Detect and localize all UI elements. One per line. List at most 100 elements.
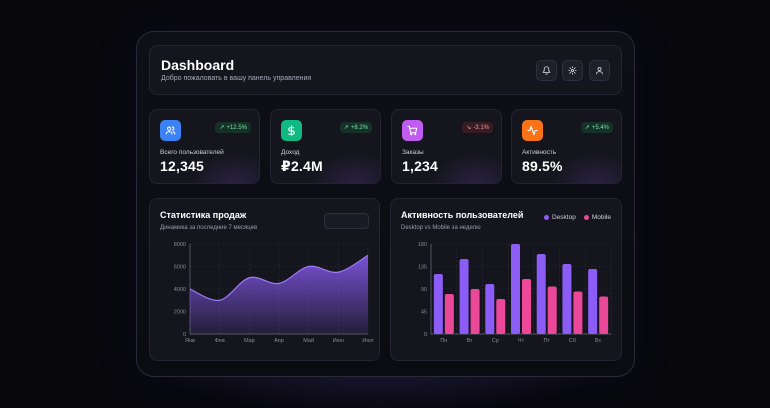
trend-value: +8.2% [350,124,368,131]
dollar-icon-tile [281,120,302,141]
stat-value: ₽2.4M [281,158,323,174]
cart-icon-tile [402,120,423,141]
stat-label: Заказы [402,149,424,156]
card-glow [551,153,621,183]
stat-label: Активность [522,149,557,156]
trend-badge: ↘ -3.1% [462,122,493,133]
bar-desktop [536,254,546,334]
x-tick-label: Пн [440,338,447,344]
legend-item-mobile: Mobile [583,214,611,221]
bar-mobile [444,294,454,334]
card-glow [431,153,501,183]
trend-down-icon: ↘ [466,125,472,131]
activity-chart-subtitle: Desktop vs Mobile за неделю [401,225,481,231]
users-icon-tile [160,120,181,141]
y-tick-label: 2000 [174,310,186,316]
activity-bar-chart: 0 45 90 135 180 Пн Вт Ср Чт Пт Сб Вс [418,242,612,344]
bar-mobile [496,299,506,334]
legend-label-mobile: Mobile [591,214,611,221]
x-tick-label: Мар [244,338,255,344]
dashboard-frame: Dashboard Добро пожаловать в вашу панель… [136,31,635,377]
bar-desktop [459,259,469,334]
trend-value: -3.1% [473,124,489,131]
legend-swatch-mobile [583,215,589,220]
stat-value: 12,345 [160,158,205,174]
stat-value: 1,234 [402,158,439,174]
trend-badge: ↗ +8.2% [339,122,372,133]
sales-area-chart: 0 2000 4000 6000 8000 Янв Фев Мар Апр Май Июн Июл [174,242,374,344]
period-select[interactable] [324,213,369,229]
trend-badge: ↗ +5.4% [580,122,613,133]
y-tick-label: 6000 [174,265,186,271]
bell-icon [542,66,551,75]
y-tick-label: 8000 [174,242,186,248]
activity-chart-card: Активность пользователей Desktop vs Mobi… [390,198,622,361]
header-card: Dashboard Добро пожаловать в вашу панель… [149,45,622,95]
x-tick-label: Ср [492,338,499,344]
card-glow [310,153,380,183]
activity-chart-title: Активность пользователей [401,210,524,220]
trend-value: +12.5% [226,124,247,131]
x-tick-label: Вт [467,338,473,344]
trend-up-icon: ↗ [343,125,349,131]
stat-value: 89.5% [522,158,563,174]
x-tick-label: Пт [543,338,550,344]
legend-label-desktop: Desktop [551,214,576,221]
stat-card-activity: ↗ +5.4% Активность 89.5% [511,109,622,184]
sales-line [189,254,369,301]
bar-desktop [511,244,520,334]
sales-chart-card: Статистика продаж Динамика за последние … [149,198,380,361]
bar-mobile [470,289,480,334]
y-tick-label: 90 [421,287,427,293]
x-tick-label: Май [303,337,314,344]
sales-chart-subtitle: Динамика за последние 7 месяцев [160,225,258,231]
cart-icon [407,125,418,136]
bar-mobile [599,296,609,334]
y-tick-label: 0 [424,332,427,338]
notifications-button[interactable] [536,60,557,81]
gear-icon [568,66,577,75]
trend-value: +5.4% [591,124,609,131]
stat-card-users: ↗ +12.5% Всего пользователей 12,345 [149,109,260,184]
y-tick-label: 0 [183,332,186,338]
bar-desktop [588,269,598,334]
sales-chart-title: Статистика продаж [160,210,247,220]
trend-badge: ↗ +12.5% [215,122,251,133]
activity-icon [527,125,538,136]
bar-desktop [562,264,572,334]
x-tick-label: Янв [185,338,195,344]
dollar-icon [288,125,295,136]
profile-button[interactable] [589,60,610,81]
stat-label: Всего пользователей [160,149,224,156]
users-icon [165,126,176,135]
activity-icon-tile [522,120,543,141]
x-tick-label: Фев [215,338,225,344]
x-tick-label: Вс [595,338,602,344]
bar-desktop [485,284,495,334]
page-title: Dashboard [161,57,235,73]
bar-mobile [573,291,583,334]
bar-mobile [547,286,557,334]
x-tick-label: Июн [333,338,344,344]
bar-desktop [433,274,443,334]
y-tick-label: 180 [418,242,427,248]
legend-item-desktop: Desktop [543,214,576,221]
x-tick-label: Чт [518,338,525,344]
x-tick-label: Апр [274,338,284,344]
user-icon [596,67,603,75]
settings-button[interactable] [562,60,583,81]
x-tick-label: Сб [569,338,576,344]
y-tick-label: 4000 [174,287,186,293]
activity-legend: Desktop Mobile [543,214,611,221]
sales-area-fill [190,255,368,334]
stat-card-orders: ↘ -3.1% Заказы 1,234 [391,109,502,184]
stat-card-revenue: ↗ +8.2% Доход ₽2.4M [270,109,381,184]
legend-swatch-desktop [543,215,549,220]
y-tick-label: 45 [421,310,427,316]
y-tick-label: 135 [418,265,427,271]
trend-up-icon: ↗ [584,125,590,131]
bar-mobile [522,279,531,334]
page-subtitle: Добро пожаловать в вашу панель управлени… [161,75,312,82]
stat-label: Доход [281,149,300,156]
card-glow [189,153,259,183]
